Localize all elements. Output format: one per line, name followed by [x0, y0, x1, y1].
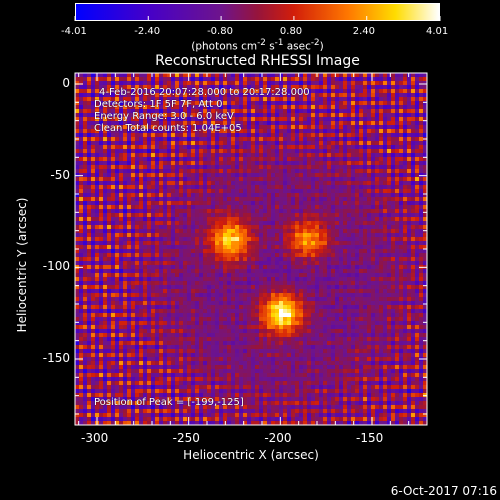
y-tick-label: -50 [50, 167, 70, 182]
x-tick-label: -150 [356, 431, 384, 445]
colorbar-units-exp3: -2 [310, 38, 320, 48]
annotation-time: 4-Feb-2016 20:07:28.000 to 20:17:28.000 [99, 87, 310, 98]
colorbar-units-exp1: -2 [257, 38, 266, 48]
colorbar-tick-label: 2.40 [352, 26, 375, 37]
colorbar [75, 3, 440, 21]
x-tick-label: -200 [264, 431, 292, 445]
annotation-energy: Energy Range: 3.0 - 6.0 keV [94, 111, 234, 122]
colorbar-units-exp2: -1 [274, 38, 284, 48]
annotation-detectors: Detectors: 1F 5F 7F, Att 0 [94, 99, 223, 110]
peak-position-label: Position of Peak = [-199,-125] [94, 397, 244, 408]
colorbar-tick-label: -2.40 [134, 26, 161, 37]
x-tick-label: -300 [81, 431, 109, 445]
timestamp: 6-Oct-2017 07:16 [390, 484, 497, 498]
colorbar-units-suffix: ) [319, 40, 324, 53]
colorbar-units-prefix: (photons cm [191, 40, 258, 53]
plot-frame [74, 72, 428, 426]
colorbar-tick-label: -0.80 [207, 26, 233, 37]
y-tick-label: -100 [42, 259, 70, 274]
colorbar-units-mid2: asec [283, 40, 311, 53]
x-axis-label: Heliocentric X (arcsec) [183, 448, 319, 462]
chart-title: Reconstructed RHESSI Image [155, 53, 360, 69]
colorbar-units-mid1: s [265, 40, 275, 53]
y-axis-label: Heliocentric Y (arcsec) [15, 197, 29, 333]
x-tick-label: -250 [172, 431, 200, 445]
colorbar-tick-label: -4.01 [61, 26, 87, 37]
y-tick-label: 0 [62, 76, 70, 90]
colorbar-tick-label: 0.80 [279, 26, 303, 37]
y-tick-label: -150 [42, 351, 70, 365]
colorbar-units: (photons cm-2 s-1 asec-2) [75, 38, 440, 53]
annotation-clean: Clean Total counts: 1.04E+05 [94, 123, 242, 134]
colorbar-tick-label: 4.01 [426, 26, 449, 37]
heatmap-image [75, 73, 427, 425]
